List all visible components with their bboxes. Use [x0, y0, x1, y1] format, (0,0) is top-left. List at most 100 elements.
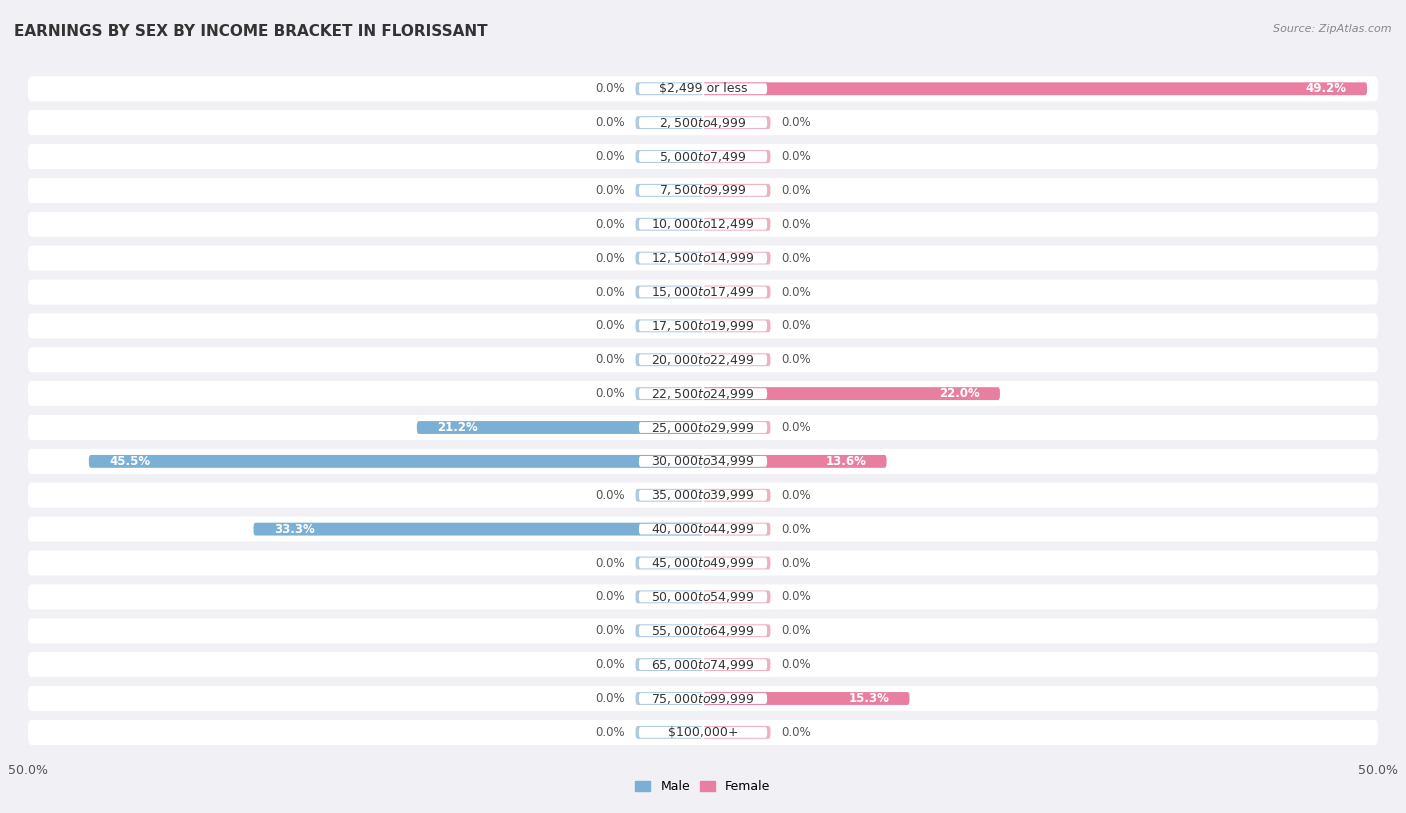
- FancyBboxPatch shape: [703, 285, 770, 298]
- FancyBboxPatch shape: [636, 557, 703, 569]
- Text: $22,500 to $24,999: $22,500 to $24,999: [651, 387, 755, 401]
- FancyBboxPatch shape: [28, 483, 1378, 508]
- FancyBboxPatch shape: [28, 347, 1378, 372]
- FancyBboxPatch shape: [636, 320, 703, 333]
- FancyBboxPatch shape: [638, 422, 768, 433]
- Text: $10,000 to $12,499: $10,000 to $12,499: [651, 217, 755, 231]
- FancyBboxPatch shape: [703, 726, 770, 739]
- Text: 0.0%: 0.0%: [595, 489, 624, 502]
- FancyBboxPatch shape: [703, 82, 1367, 95]
- FancyBboxPatch shape: [638, 286, 768, 298]
- FancyBboxPatch shape: [638, 253, 768, 263]
- FancyBboxPatch shape: [89, 455, 703, 467]
- Text: 0.0%: 0.0%: [782, 285, 811, 298]
- FancyBboxPatch shape: [28, 178, 1378, 203]
- Text: $15,000 to $17,499: $15,000 to $17,499: [651, 285, 755, 299]
- Text: $5,000 to $7,499: $5,000 to $7,499: [659, 150, 747, 163]
- FancyBboxPatch shape: [638, 354, 768, 365]
- FancyBboxPatch shape: [703, 523, 770, 536]
- FancyBboxPatch shape: [638, 489, 768, 501]
- FancyBboxPatch shape: [636, 387, 703, 400]
- FancyBboxPatch shape: [703, 320, 770, 333]
- FancyBboxPatch shape: [638, 117, 768, 128]
- FancyBboxPatch shape: [28, 516, 1378, 541]
- FancyBboxPatch shape: [703, 184, 770, 197]
- Text: 0.0%: 0.0%: [595, 150, 624, 163]
- Text: 15.3%: 15.3%: [848, 692, 889, 705]
- FancyBboxPatch shape: [636, 184, 703, 197]
- FancyBboxPatch shape: [638, 151, 768, 162]
- FancyBboxPatch shape: [28, 76, 1378, 102]
- Text: 33.3%: 33.3%: [274, 523, 315, 536]
- FancyBboxPatch shape: [638, 693, 768, 704]
- Text: 0.0%: 0.0%: [782, 116, 811, 129]
- Text: 0.0%: 0.0%: [595, 354, 624, 366]
- Text: 0.0%: 0.0%: [595, 116, 624, 129]
- Text: 0.0%: 0.0%: [782, 489, 811, 502]
- Text: 45.5%: 45.5%: [110, 455, 150, 467]
- FancyBboxPatch shape: [28, 313, 1378, 338]
- FancyBboxPatch shape: [28, 211, 1378, 237]
- Text: 0.0%: 0.0%: [782, 218, 811, 231]
- FancyBboxPatch shape: [28, 585, 1378, 610]
- FancyBboxPatch shape: [28, 110, 1378, 135]
- Text: 0.0%: 0.0%: [595, 82, 624, 95]
- Text: 0.0%: 0.0%: [595, 659, 624, 671]
- Text: 21.2%: 21.2%: [437, 421, 478, 434]
- FancyBboxPatch shape: [703, 489, 770, 502]
- FancyBboxPatch shape: [28, 381, 1378, 406]
- FancyBboxPatch shape: [638, 320, 768, 332]
- FancyBboxPatch shape: [636, 285, 703, 298]
- FancyBboxPatch shape: [636, 354, 703, 366]
- Text: $45,000 to $49,999: $45,000 to $49,999: [651, 556, 755, 570]
- FancyBboxPatch shape: [28, 618, 1378, 643]
- Text: 0.0%: 0.0%: [782, 726, 811, 739]
- Text: 0.0%: 0.0%: [782, 150, 811, 163]
- FancyBboxPatch shape: [703, 455, 887, 467]
- Text: $7,500 to $9,999: $7,500 to $9,999: [659, 184, 747, 198]
- Text: $2,500 to $4,999: $2,500 to $4,999: [659, 115, 747, 129]
- Text: 13.6%: 13.6%: [825, 455, 866, 467]
- FancyBboxPatch shape: [703, 624, 770, 637]
- Text: 0.0%: 0.0%: [595, 692, 624, 705]
- FancyBboxPatch shape: [636, 150, 703, 163]
- Text: $12,500 to $14,999: $12,500 to $14,999: [651, 251, 755, 265]
- Text: 0.0%: 0.0%: [595, 726, 624, 739]
- Text: $17,500 to $19,999: $17,500 to $19,999: [651, 319, 755, 333]
- FancyBboxPatch shape: [636, 692, 703, 705]
- FancyBboxPatch shape: [636, 82, 703, 95]
- FancyBboxPatch shape: [638, 727, 768, 738]
- FancyBboxPatch shape: [28, 686, 1378, 711]
- Text: 0.0%: 0.0%: [595, 285, 624, 298]
- FancyBboxPatch shape: [638, 524, 768, 535]
- FancyBboxPatch shape: [28, 720, 1378, 745]
- Legend: Male, Female: Male, Female: [630, 776, 776, 798]
- Text: 0.0%: 0.0%: [595, 387, 624, 400]
- FancyBboxPatch shape: [416, 421, 703, 434]
- FancyBboxPatch shape: [638, 592, 768, 602]
- FancyBboxPatch shape: [638, 185, 768, 196]
- FancyBboxPatch shape: [703, 116, 770, 129]
- FancyBboxPatch shape: [638, 625, 768, 636]
- FancyBboxPatch shape: [703, 150, 770, 163]
- FancyBboxPatch shape: [703, 590, 770, 603]
- FancyBboxPatch shape: [638, 659, 768, 670]
- FancyBboxPatch shape: [636, 116, 703, 129]
- FancyBboxPatch shape: [703, 692, 910, 705]
- Text: 0.0%: 0.0%: [595, 624, 624, 637]
- Text: 0.0%: 0.0%: [595, 590, 624, 603]
- FancyBboxPatch shape: [703, 218, 770, 231]
- Text: $65,000 to $74,999: $65,000 to $74,999: [651, 658, 755, 672]
- Text: 0.0%: 0.0%: [595, 184, 624, 197]
- Text: 0.0%: 0.0%: [595, 218, 624, 231]
- FancyBboxPatch shape: [703, 659, 770, 671]
- FancyBboxPatch shape: [636, 659, 703, 671]
- Text: 0.0%: 0.0%: [782, 354, 811, 366]
- Text: 0.0%: 0.0%: [782, 523, 811, 536]
- FancyBboxPatch shape: [28, 550, 1378, 576]
- FancyBboxPatch shape: [28, 449, 1378, 474]
- Text: 0.0%: 0.0%: [782, 590, 811, 603]
- Text: 0.0%: 0.0%: [782, 252, 811, 264]
- FancyBboxPatch shape: [636, 590, 703, 603]
- FancyBboxPatch shape: [636, 218, 703, 231]
